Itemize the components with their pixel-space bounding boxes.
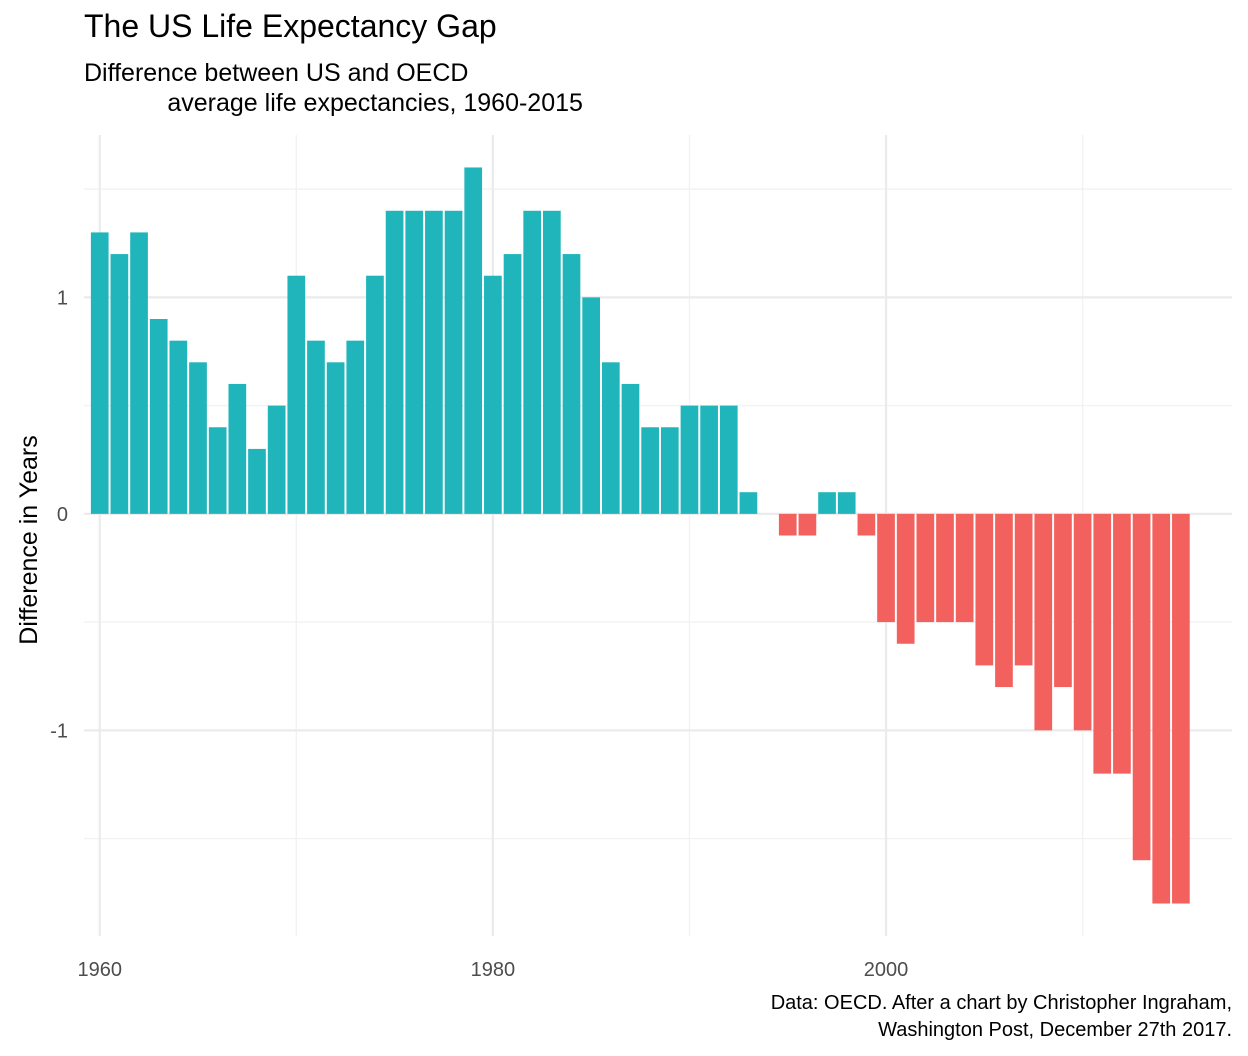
- bar: [1093, 513, 1112, 774]
- bar: [228, 383, 247, 514]
- bar: [366, 275, 384, 514]
- bar: [385, 210, 404, 514]
- bar: [1034, 513, 1053, 731]
- x-tick-label: 1980: [471, 959, 516, 981]
- bar: [778, 513, 797, 536]
- bar: [503, 254, 522, 514]
- bar: [995, 513, 1013, 688]
- bar: [916, 513, 935, 623]
- y-axis-title: Difference in Years: [15, 435, 43, 644]
- bar: [601, 362, 620, 514]
- bar: [1073, 513, 1092, 731]
- bar: [562, 254, 581, 514]
- bar: [1054, 513, 1072, 688]
- bar: [149, 319, 168, 514]
- bar: [955, 513, 974, 623]
- bar: [975, 513, 994, 666]
- bar: [444, 210, 463, 514]
- chart-title: The US Life Expectancy Gap: [84, 8, 497, 44]
- chart-caption: Data: OECD. After a chart by Christopher…: [770, 992, 1232, 1041]
- bar: [307, 340, 325, 514]
- bar: [1132, 513, 1151, 861]
- bar: [896, 513, 915, 644]
- x-tick-labels: 1960 1980 2000: [77, 959, 908, 981]
- bar: [405, 210, 424, 514]
- bar: [641, 427, 659, 514]
- bar: [189, 362, 207, 514]
- bar: [169, 340, 188, 514]
- bar: [680, 405, 699, 514]
- x-tick-label: 2000: [864, 959, 909, 981]
- bar: [1014, 513, 1033, 666]
- bar: [248, 448, 266, 514]
- bar: [208, 427, 227, 514]
- chart-subtitle: Difference between US and OECD average l…: [84, 59, 583, 117]
- bar: [739, 492, 758, 514]
- bar: [110, 254, 129, 514]
- bar: [346, 340, 365, 514]
- y-tick-label: -1: [50, 720, 68, 742]
- x-tick-label: 1960: [77, 959, 122, 981]
- bar: [287, 275, 306, 514]
- bar: [818, 492, 836, 514]
- bar: [1113, 513, 1131, 774]
- bar: [660, 427, 679, 514]
- bar: [267, 405, 286, 514]
- bar: [1172, 513, 1190, 904]
- bar: [936, 513, 954, 623]
- bar: [700, 405, 718, 514]
- bars: [90, 167, 1190, 904]
- bar: [484, 275, 502, 514]
- bar: [877, 513, 895, 623]
- bar: [543, 210, 561, 514]
- bar: [464, 167, 483, 514]
- y-tick-label: 1: [57, 287, 68, 309]
- bar: [621, 383, 640, 514]
- y-tick-label: 0: [57, 504, 68, 526]
- bar: [1152, 513, 1171, 904]
- bar: [719, 405, 738, 514]
- bar: [582, 297, 601, 514]
- bar: [326, 362, 345, 514]
- bar: [798, 513, 817, 536]
- y-tick-labels: -1 0 1: [50, 287, 68, 742]
- bar: [90, 232, 109, 514]
- bar: [425, 210, 443, 514]
- bar: [130, 232, 148, 514]
- bar: [837, 492, 856, 514]
- bar: [523, 210, 542, 514]
- bar: [857, 513, 876, 536]
